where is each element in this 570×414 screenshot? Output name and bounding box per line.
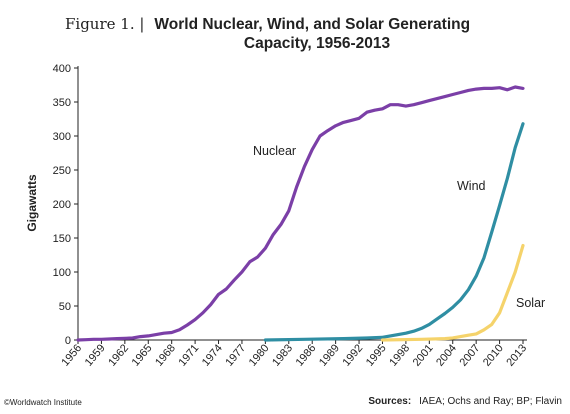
x-tick-label: 1977 — [223, 342, 248, 368]
y-axis-label: Gigawatts — [25, 174, 39, 232]
y-tick-label: 350 — [53, 97, 71, 109]
series-line-nuclear — [76, 85, 525, 342]
series-label-nuclear: Nuclear — [253, 144, 296, 158]
series-line-wind — [263, 122, 525, 342]
y-tick-label: 300 — [53, 131, 71, 143]
chart-title-line1: Figure 1. | World Nuclear, Wind, and Sol… — [65, 15, 470, 33]
x-tick-label: 1989 — [317, 342, 342, 368]
x-tick-label: 1974 — [200, 342, 225, 368]
x-tick-label: 1959 — [83, 342, 108, 368]
y-tick-label: 0 — [65, 335, 71, 347]
y-tick-label: 200 — [53, 199, 71, 211]
x-tick-label: 2001 — [411, 342, 436, 368]
x-tick-label: 1998 — [387, 342, 412, 368]
x-tick-label: 2010 — [481, 342, 506, 368]
y-tick-label: 150 — [53, 233, 71, 245]
x-tick-label: 2013 — [504, 342, 529, 368]
series-lines — [76, 85, 525, 342]
series-line-solar — [380, 243, 525, 342]
x-tick-label: 1995 — [364, 342, 389, 368]
figure-prefix: Figure 1. | — [65, 15, 144, 33]
x-tick-label: 1962 — [106, 342, 131, 368]
x-tick-label: 1965 — [130, 342, 155, 368]
x-tick-label: 2004 — [434, 342, 459, 368]
x-tick-label: 1992 — [340, 342, 365, 368]
x-tick-label: 1986 — [294, 342, 319, 368]
chart-title-main: World Nuclear, Wind, and Solar Generatin… — [154, 16, 470, 33]
x-tick-label: 1980 — [247, 342, 272, 368]
sources-text: IAEA; Ochs and Ray; BP; Flavin — [419, 396, 562, 407]
footer-sources: Sources: IAEA; Ochs and Ray; BP; Flavin — [368, 391, 562, 408]
series-label-wind: Wind — [457, 179, 486, 193]
chart-title-line2: Capacity, 1956-2013 — [244, 35, 391, 52]
y-tick-label: 250 — [53, 165, 71, 177]
y-ticks: 0 50 100 150 200 250 300 350 400 — [53, 63, 78, 347]
footer-credit: ©Worldwatch Institute — [4, 398, 82, 407]
series-label-solar: Solar — [516, 296, 545, 310]
sources-label: Sources: — [368, 396, 411, 407]
x-tick-label: 1983 — [270, 342, 295, 368]
x-tick-label: 1971 — [176, 342, 201, 368]
x-tick-label: 2007 — [458, 342, 483, 368]
x-tick-label: 1956 — [59, 342, 84, 368]
x-ticks: 1956195919621965196819711974197719801983… — [59, 340, 529, 369]
y-tick-label: 100 — [53, 267, 71, 279]
y-tick-label: 400 — [53, 63, 71, 75]
y-tick-label: 50 — [59, 301, 71, 313]
x-tick-label: 1968 — [153, 342, 178, 368]
